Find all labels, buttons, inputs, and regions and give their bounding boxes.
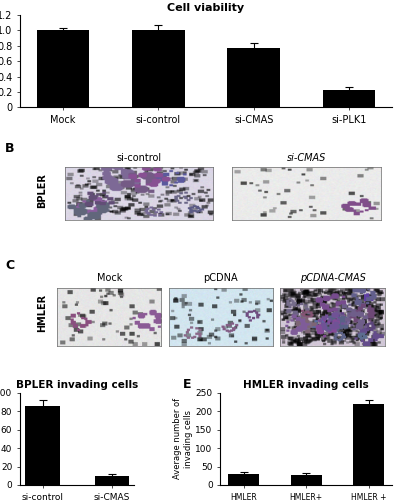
Text: si-CMAS: si-CMAS [287,154,326,164]
Bar [25,406,60,485]
Text: si-control: si-control [116,154,162,164]
Bar [228,48,280,108]
Bar [323,90,375,108]
Text: Mock: Mock [96,274,122,283]
Bar [132,30,184,108]
Bar [94,476,129,485]
Text: HMLER: HMLER [37,294,47,332]
Bar [353,404,384,485]
Text: C: C [5,259,14,272]
Title: HMLER invading cells: HMLER invading cells [243,380,369,390]
Bar [37,30,89,108]
Bar [228,474,259,485]
Text: E: E [182,378,191,391]
Text: pCDNA: pCDNA [204,274,238,283]
Y-axis label: Average number of
invading cells: Average number of invading cells [173,398,193,479]
Text: BPLER: BPLER [37,174,47,208]
Title: Cell viability: Cell viability [168,3,244,13]
Bar [290,474,322,485]
Title: BPLER invading cells: BPLER invading cells [16,380,138,390]
Text: B: B [5,142,15,156]
Text: pCDNA-CMAS: pCDNA-CMAS [300,274,366,283]
